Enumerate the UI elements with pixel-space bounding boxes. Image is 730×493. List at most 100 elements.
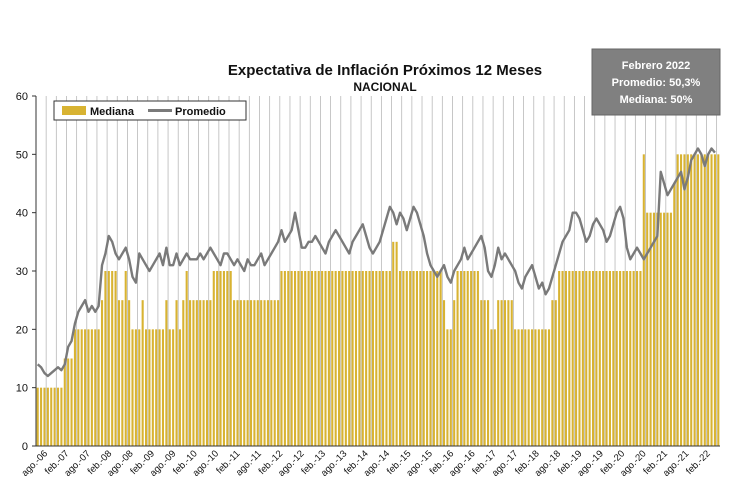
mediana-bar [493,329,496,446]
mediana-bar [60,387,63,446]
mediana-bar [544,329,547,446]
mediana-bar [107,271,110,446]
mediana-bar [442,300,446,446]
mediana-bar [202,300,205,446]
mediana-bar [575,271,578,446]
mediana-bar [161,329,165,446]
mediana-bar [239,300,242,446]
mediana-bar [520,329,523,446]
mediana-bar [656,212,659,446]
mediana-bar [571,271,574,446]
chart-subtitle: NACIONAL [353,80,416,94]
mediana-bar [341,271,344,446]
mediana-bar [534,329,537,446]
mediana-bar [649,212,652,446]
mediana-bar [554,300,557,446]
mediana-bar [287,271,290,446]
mediana-bar [124,271,127,446]
mediana-bar [642,154,645,446]
mediana-bar [717,154,720,446]
mediana-bar [324,271,327,446]
mediana-bar [134,329,137,446]
mediana-bar [608,271,611,446]
mediana-bar [375,271,378,446]
mediana-bar [128,300,131,446]
mediana-bar [541,329,544,446]
mediana-bar [422,271,425,446]
mediana-bar [595,271,598,446]
mediana-bar [385,271,388,446]
y-tick-label: 40 [16,208,28,220]
mediana-bar [229,271,232,446]
mediana-bar [429,271,432,446]
mediana-bar [629,271,632,446]
mediana-bar [165,300,168,446]
mediana-bar [195,300,198,446]
mediana-bar [680,154,683,446]
mediana-bar [199,300,202,446]
y-tick-label: 0 [22,441,28,453]
legend-swatch-mediana [62,106,86,115]
mediana-bar [514,329,517,446]
mediana-bar [317,271,320,446]
mediana-bar [503,300,507,446]
x-tick-labels: ago.-06feb.-07ago.-07feb.-08ago.-08feb.-… [20,448,713,479]
mediana-bar [70,358,73,446]
y-tick-label: 60 [16,91,28,103]
mediana-bar [280,271,283,446]
mediana-bar [497,300,500,446]
mediana-bar [707,154,710,446]
mediana-bar [710,154,713,446]
mediana-bar [605,271,608,446]
mediana-bar [273,300,276,446]
mediana-bar [395,241,398,446]
mediana-bar [50,387,53,446]
mediana-bar [473,271,476,446]
mediana-bar [470,271,473,446]
mediana-bar [598,271,601,446]
mediana-bar [639,271,642,446]
mediana-bar [270,300,273,446]
mediana-bar [314,271,317,446]
mediana-bar [243,300,246,446]
mediana-bar [297,271,300,446]
mediana-bar [531,329,534,446]
mediana-bar [412,271,415,446]
mediana-bars [36,154,720,446]
mediana-bar [334,271,337,446]
mediana-bar [388,271,391,446]
mediana-bar [581,271,584,446]
mediana-bar [405,271,408,446]
y-tick-label: 30 [16,266,28,278]
mediana-bar [338,271,341,446]
mediana-bar [646,212,649,446]
mediana-bar [277,300,280,446]
mediana-bar [361,271,364,446]
mediana-bar [683,154,686,446]
mediana-bar [233,300,236,446]
mediana-bar [436,271,439,446]
mediana-bar [524,329,527,446]
mediana-bar [114,271,117,446]
mediana-bar [310,271,314,446]
mediana-bar [100,300,104,446]
mediana-bar [192,300,195,446]
mediana-bar [256,300,259,446]
mediana-bar [564,271,567,446]
mediana-bar [148,329,151,446]
mediana-bar [80,329,83,446]
mediana-bar [466,271,469,446]
mediana-bar [686,154,689,446]
mediana-bar [97,329,100,446]
mediana-bar [216,271,219,446]
y-tick-label: 10 [16,383,28,395]
mediana-bar [659,212,662,446]
legend-label-promedio: Promedio [175,106,226,118]
mediana-bar [40,387,43,446]
mediana-bar [141,300,144,446]
mediana-bar [669,212,672,446]
mediana-bar [558,271,561,446]
mediana-bar [625,271,628,446]
mediana-bar [487,300,490,446]
mediana-bar [46,387,49,446]
